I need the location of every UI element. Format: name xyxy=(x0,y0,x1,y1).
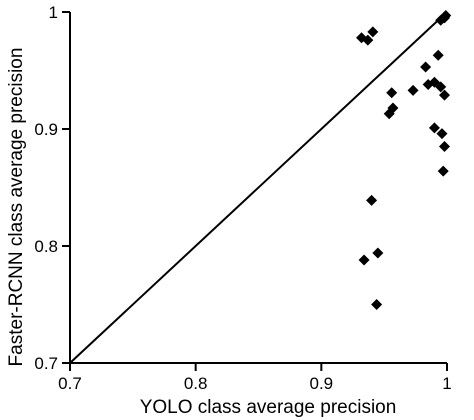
y-ticks: 0.7 0.8 0.9 1 xyxy=(34,3,70,373)
data-point xyxy=(432,49,444,61)
data-point xyxy=(440,10,452,22)
data-point xyxy=(438,89,450,101)
y-tick-label: 0.7 xyxy=(34,354,58,373)
x-tick-label: 1 xyxy=(442,374,451,393)
data-point xyxy=(372,247,384,259)
y-tick-label: 0.8 xyxy=(34,237,58,256)
data-point xyxy=(407,84,419,96)
y-tick-label: 1 xyxy=(49,3,58,22)
x-tick-label: 0.9 xyxy=(310,374,334,393)
x-axis-label: YOLO class average precision xyxy=(140,397,397,418)
data-point xyxy=(386,87,398,99)
data-point xyxy=(358,254,370,266)
y-tick-label: 0.9 xyxy=(34,120,58,139)
data-points xyxy=(356,10,452,310)
data-point xyxy=(362,34,374,46)
data-point xyxy=(436,128,448,140)
x-tick-label: 0.7 xyxy=(58,374,82,393)
data-point xyxy=(366,194,378,206)
data-point xyxy=(438,141,450,153)
data-point xyxy=(428,122,440,134)
x-tick-label: 0.8 xyxy=(184,374,208,393)
identity-reference-line xyxy=(69,11,448,364)
data-point xyxy=(435,81,447,93)
y-axis-label: Faster-RCNN class average precision xyxy=(6,48,27,367)
x-ticks: 0.7 0.8 0.9 1 xyxy=(58,363,452,393)
data-point xyxy=(367,26,379,38)
axes xyxy=(69,12,447,364)
data-point xyxy=(387,102,399,114)
data-point xyxy=(437,165,449,177)
data-point xyxy=(420,61,432,73)
data-point xyxy=(371,299,383,310)
